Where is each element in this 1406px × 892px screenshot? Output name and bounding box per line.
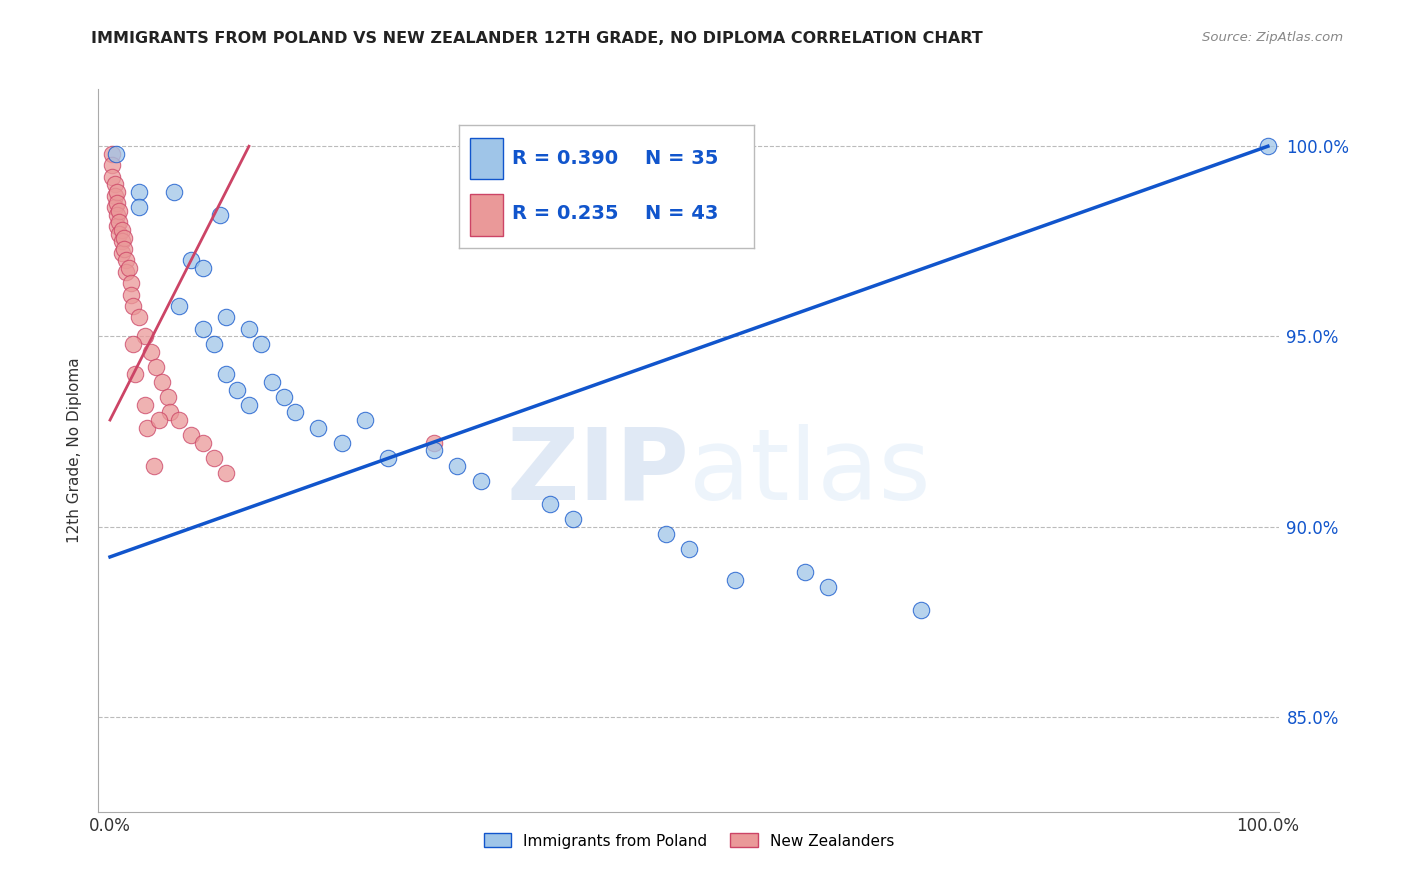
Point bbox=[101, 146, 124, 161]
Point bbox=[793, 565, 815, 579]
Point bbox=[655, 527, 678, 541]
Point bbox=[104, 178, 127, 192]
Point bbox=[562, 512, 585, 526]
Point bbox=[284, 405, 307, 419]
Point bbox=[215, 368, 238, 382]
Point bbox=[120, 287, 142, 301]
Point bbox=[180, 253, 202, 268]
Point bbox=[134, 398, 156, 412]
Point bbox=[423, 435, 446, 450]
Point bbox=[108, 227, 131, 241]
Point bbox=[110, 245, 132, 260]
Point bbox=[191, 260, 214, 275]
Point bbox=[678, 542, 700, 557]
Point bbox=[330, 435, 353, 450]
Point bbox=[122, 299, 145, 313]
Point bbox=[208, 208, 231, 222]
Point bbox=[104, 200, 127, 214]
Point bbox=[724, 573, 747, 587]
Point bbox=[446, 458, 468, 473]
Point bbox=[120, 276, 142, 290]
Point bbox=[215, 310, 238, 325]
Point bbox=[238, 398, 260, 412]
Point bbox=[105, 196, 128, 211]
Point bbox=[117, 260, 139, 275]
Point bbox=[134, 329, 156, 343]
Point bbox=[124, 368, 146, 382]
Legend: Immigrants from Poland, New Zealanders: Immigrants from Poland, New Zealanders bbox=[478, 828, 900, 855]
Point bbox=[150, 375, 173, 389]
Point bbox=[202, 451, 225, 466]
Point bbox=[423, 443, 446, 458]
Point bbox=[202, 337, 225, 351]
Point bbox=[191, 322, 214, 336]
Point bbox=[122, 337, 145, 351]
Point bbox=[180, 428, 202, 442]
Point bbox=[128, 200, 150, 214]
Point bbox=[110, 223, 132, 237]
Point bbox=[191, 435, 214, 450]
Point bbox=[143, 458, 166, 473]
Point bbox=[238, 322, 260, 336]
Point bbox=[110, 235, 132, 249]
Point bbox=[538, 497, 561, 511]
Y-axis label: 12th Grade, No Diploma: 12th Grade, No Diploma bbox=[67, 358, 83, 543]
Point bbox=[262, 375, 284, 389]
Text: IMMIGRANTS FROM POLAND VS NEW ZEALANDER 12TH GRADE, NO DIPLOMA CORRELATION CHART: IMMIGRANTS FROM POLAND VS NEW ZEALANDER … bbox=[91, 31, 983, 46]
Point bbox=[105, 208, 128, 222]
Point bbox=[128, 310, 150, 325]
Point bbox=[169, 413, 191, 427]
Point bbox=[353, 413, 375, 427]
Point bbox=[159, 405, 181, 419]
Point bbox=[1257, 139, 1279, 153]
Text: atlas: atlas bbox=[689, 424, 931, 521]
Point bbox=[249, 337, 271, 351]
Point bbox=[105, 185, 128, 199]
Point bbox=[112, 230, 135, 244]
Point bbox=[910, 603, 932, 617]
Point bbox=[105, 219, 128, 233]
Point bbox=[115, 265, 138, 279]
Point bbox=[163, 185, 186, 199]
Point bbox=[101, 158, 124, 172]
Point bbox=[128, 185, 150, 199]
Point bbox=[108, 215, 131, 229]
Point bbox=[470, 474, 492, 488]
Point bbox=[104, 188, 127, 202]
Point bbox=[148, 413, 170, 427]
Point bbox=[273, 390, 295, 404]
Point bbox=[108, 203, 131, 218]
Point bbox=[377, 451, 399, 466]
Point bbox=[156, 390, 179, 404]
Point bbox=[307, 420, 329, 434]
Point bbox=[115, 253, 138, 268]
Point bbox=[104, 146, 127, 161]
Text: Source: ZipAtlas.com: Source: ZipAtlas.com bbox=[1202, 31, 1343, 45]
Point bbox=[169, 299, 191, 313]
Point bbox=[112, 242, 135, 256]
Point bbox=[139, 344, 162, 359]
Point bbox=[101, 169, 124, 184]
Point bbox=[215, 467, 238, 481]
Text: ZIP: ZIP bbox=[506, 424, 689, 521]
Point bbox=[226, 383, 249, 397]
Point bbox=[145, 359, 167, 374]
Point bbox=[136, 420, 159, 434]
Point bbox=[817, 580, 839, 594]
